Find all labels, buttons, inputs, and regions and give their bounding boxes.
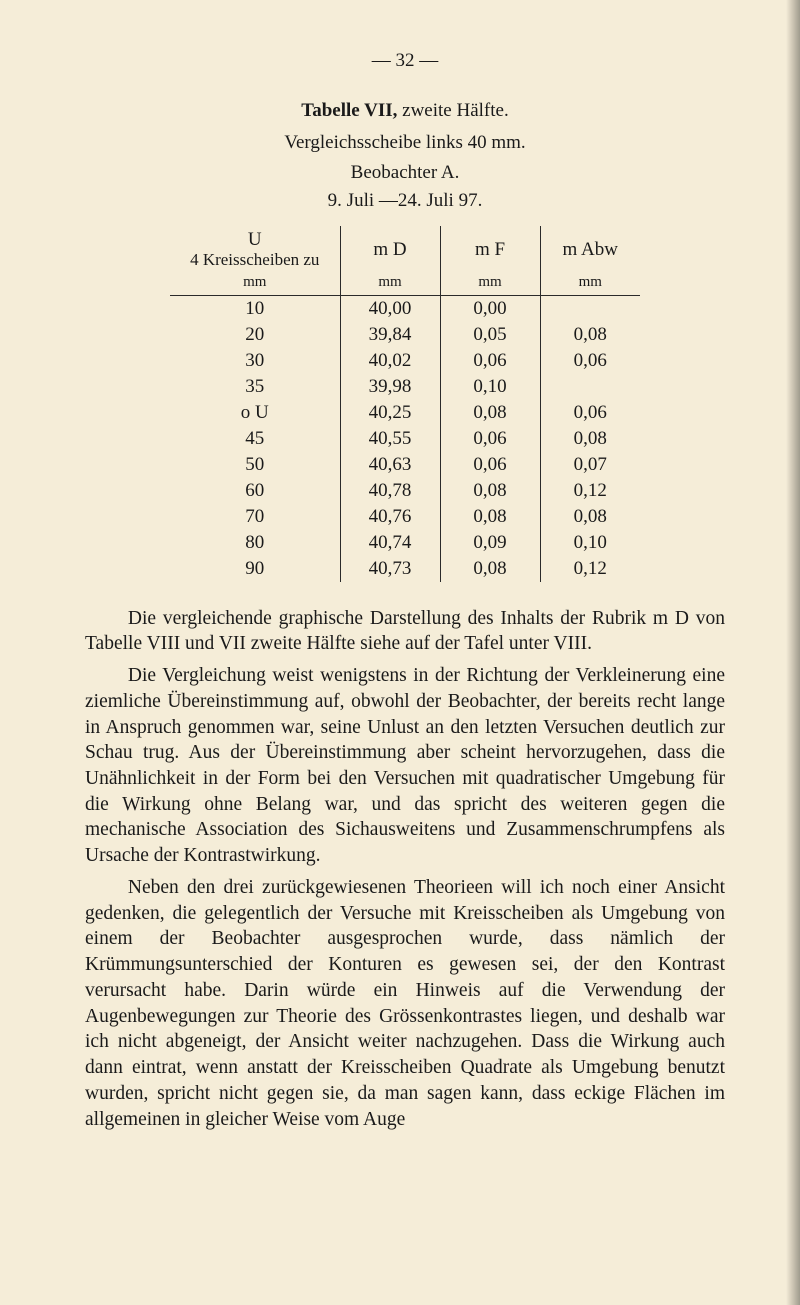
observer-line: Beobachter A. xyxy=(85,162,725,184)
table-row: 9040,730,080,12 xyxy=(170,556,640,582)
table-header: U 4 Kreisscheiben zu m D m F m Abw mm mm… xyxy=(170,226,640,295)
table-cell: 40,55 xyxy=(340,426,440,452)
table-cell: 40,63 xyxy=(340,452,440,478)
table-row: 7040,760,080,08 xyxy=(170,504,640,530)
table-cell: 40,74 xyxy=(340,530,440,556)
table-cell: 0,06 xyxy=(440,426,540,452)
table-row: 8040,740,090,10 xyxy=(170,530,640,556)
table-cell: 80 xyxy=(170,530,340,556)
table-cell: 40,76 xyxy=(340,504,440,530)
table-cell: 20 xyxy=(170,322,340,348)
table-cell: 0,08 xyxy=(440,504,540,530)
table-cell: 0,08 xyxy=(440,478,540,504)
page-edge-shadow xyxy=(786,0,800,1305)
table-cell: 45 xyxy=(170,426,340,452)
data-table: U 4 Kreisscheiben zu m D m F m Abw mm mm… xyxy=(170,226,640,582)
header-unit-md: mm xyxy=(340,272,440,296)
header-u-line2: 4 Kreisscheiben zu xyxy=(184,251,326,270)
table-title-rest: zweite Hälfte. xyxy=(397,100,508,121)
header-unit-mabw: mm xyxy=(540,272,640,296)
table-cell: 0,06 xyxy=(440,452,540,478)
table-cell: 30 xyxy=(170,348,340,374)
table-cell xyxy=(540,374,640,400)
header-u-line1: U xyxy=(184,230,326,251)
table-cell: 50 xyxy=(170,452,340,478)
table-cell: 10 xyxy=(170,295,340,322)
table-cell: 40,73 xyxy=(340,556,440,582)
table-row: 3040,020,060,06 xyxy=(170,348,640,374)
table-cell: 0,06 xyxy=(440,348,540,374)
table-row: 1040,000,00 xyxy=(170,295,640,322)
date-line: 9. Juli —24. Juli 97. xyxy=(85,190,725,212)
table-cell: 0,08 xyxy=(540,322,640,348)
header-mf: m F xyxy=(440,226,540,272)
table-cell: 0,05 xyxy=(440,322,540,348)
paragraph-2: Die Vergleichung weist wenigstens in der… xyxy=(85,663,725,869)
table-cell xyxy=(540,295,640,322)
table-cell: 0,07 xyxy=(540,452,640,478)
table-cell: 0,08 xyxy=(540,426,640,452)
table-cell: 35 xyxy=(170,374,340,400)
paragraph-1: Die vergleichende graphische Darstellung… xyxy=(85,606,725,657)
table-row: 3539,980,10 xyxy=(170,374,640,400)
header-md: m D xyxy=(340,226,440,272)
table-cell: 0,08 xyxy=(540,504,640,530)
table-cell: 0,12 xyxy=(540,478,640,504)
table-title-bold: Tabelle VII, xyxy=(301,100,397,121)
table-body: 1040,000,002039,840,050,083040,020,060,0… xyxy=(170,295,640,582)
table-cell: 39,84 xyxy=(340,322,440,348)
table-cell: 0,00 xyxy=(440,295,540,322)
header-unit-mf: mm xyxy=(440,272,540,296)
table-cell: 0,12 xyxy=(540,556,640,582)
table-cell: 0,10 xyxy=(440,374,540,400)
table-cell: 0,06 xyxy=(540,348,640,374)
table-row: 6040,780,080,12 xyxy=(170,478,640,504)
table-cell: o U xyxy=(170,400,340,426)
table-cell: 0,10 xyxy=(540,530,640,556)
header-mabw: m Abw xyxy=(540,226,640,272)
table-subtitle: Vergleichsscheibe links 40 mm. xyxy=(85,132,725,154)
table-row: o U40,250,080,06 xyxy=(170,400,640,426)
table-cell: 40,00 xyxy=(340,295,440,322)
table-cell: 0,09 xyxy=(440,530,540,556)
table-cell: 0,06 xyxy=(540,400,640,426)
table-cell: 40,78 xyxy=(340,478,440,504)
table-cell: 0,08 xyxy=(440,400,540,426)
table-row: 5040,630,060,07 xyxy=(170,452,640,478)
table-cell: 90 xyxy=(170,556,340,582)
table-cell: 60 xyxy=(170,478,340,504)
paragraph-3: Neben den drei zurückgewiesenen Theoriee… xyxy=(85,875,725,1132)
page-number: — 32 — xyxy=(85,50,725,72)
table-cell: 40,02 xyxy=(340,348,440,374)
header-u: U 4 Kreisscheiben zu xyxy=(170,226,340,272)
table-title: Tabelle VII, zweite Hälfte. xyxy=(85,100,725,122)
table-cell: 70 xyxy=(170,504,340,530)
table-row: 4540,550,060,08 xyxy=(170,426,640,452)
table-cell: 39,98 xyxy=(340,374,440,400)
table-row: 2039,840,050,08 xyxy=(170,322,640,348)
table-cell: 40,25 xyxy=(340,400,440,426)
header-unit-u: mm xyxy=(170,272,340,296)
table-cell: 0,08 xyxy=(440,556,540,582)
